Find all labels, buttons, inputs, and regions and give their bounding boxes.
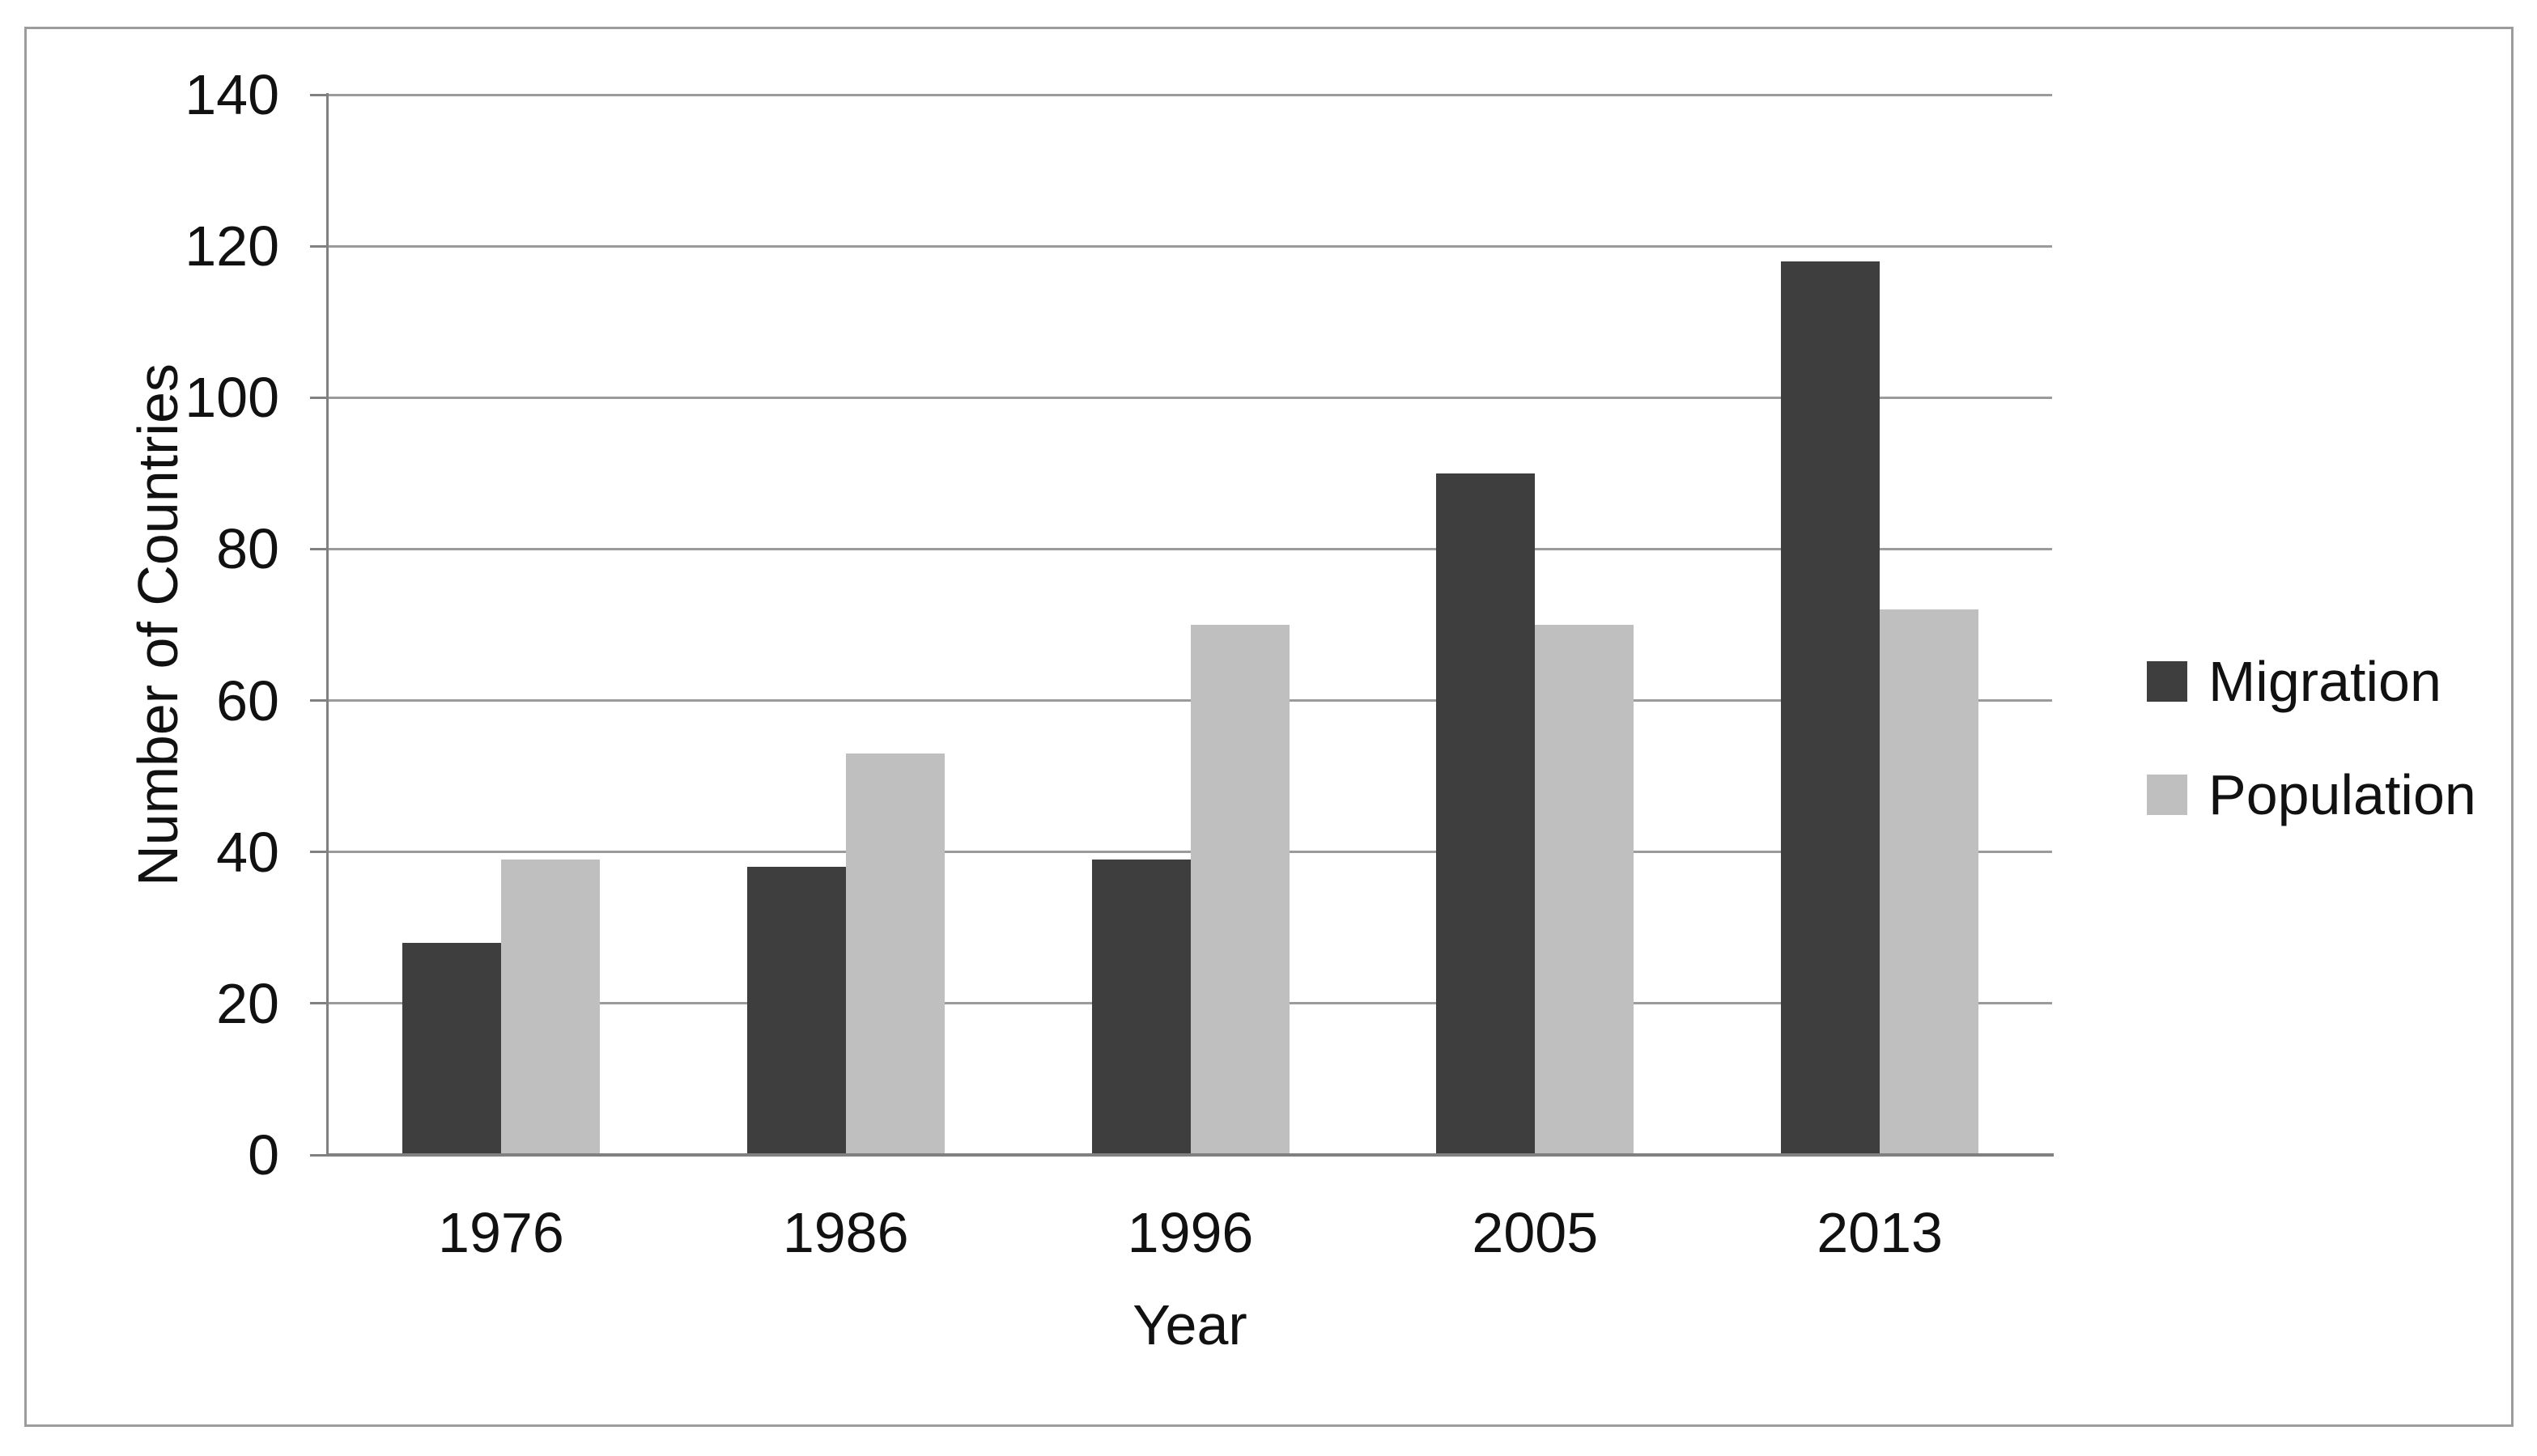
y-axis-title: Number of Countries (126, 363, 189, 886)
x-category-label: 2005 (1472, 1201, 1599, 1264)
x-axis-title: Year (1133, 1293, 1247, 1356)
y-tick-label: 80 (216, 517, 279, 581)
gridline-140 (329, 93, 2052, 96)
y-axis-tick (310, 93, 329, 96)
y-tick-label: 20 (216, 971, 279, 1035)
bar-population-1976 (500, 860, 600, 1155)
y-axis-tick (310, 1153, 329, 1157)
bar-migration-2013 (1781, 261, 1880, 1155)
y-axis-tick (310, 699, 329, 703)
bar-population-1996 (1190, 625, 1290, 1155)
x-category-label: 2013 (1817, 1201, 1943, 1264)
bar-population-1986 (845, 753, 945, 1155)
y-tick-label: 0 (248, 1123, 279, 1186)
bar-migration-1976 (402, 943, 501, 1155)
x-category-label: 1986 (782, 1201, 909, 1264)
y-axis-tick (310, 1002, 329, 1005)
gridline-80 (329, 547, 2052, 550)
y-axis-tick (310, 547, 329, 550)
bar-population-2005 (1535, 625, 1634, 1155)
x-category-label: 1996 (1127, 1201, 1254, 1264)
y-tick-label: 40 (216, 820, 279, 884)
bar-population-2013 (1880, 609, 1979, 1155)
x-category-label: 1976 (438, 1201, 564, 1264)
x-axis-line (327, 1153, 2054, 1157)
y-axis-tick (310, 851, 329, 854)
gridline-100 (329, 396, 2052, 399)
y-axis-line (326, 93, 329, 1157)
y-axis-tick (310, 244, 329, 248)
y-axis-tick (310, 396, 329, 399)
y-tick-label: 120 (185, 214, 279, 278)
gridline-120 (329, 244, 2052, 248)
bar-migration-1996 (1091, 860, 1191, 1155)
y-tick-label: 140 (185, 63, 279, 126)
bar-migration-1986 (746, 867, 846, 1155)
bar-migration-2005 (1436, 473, 1536, 1155)
y-tick-label: 100 (185, 366, 279, 430)
y-tick-label: 60 (216, 669, 279, 732)
